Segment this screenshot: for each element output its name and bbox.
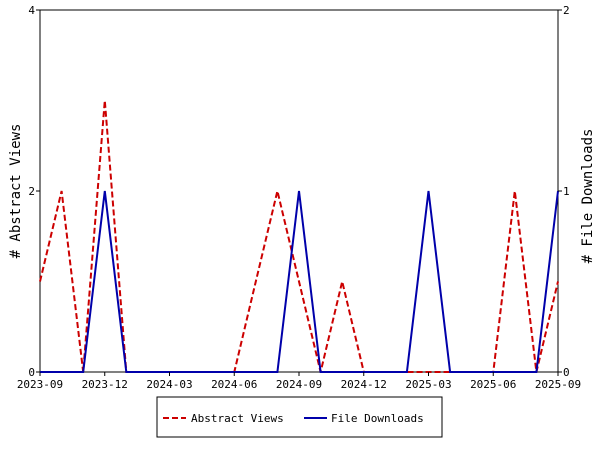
legend: Abstract Views File Downloads	[156, 396, 443, 438]
y-axis-right-label: # File Downloads	[580, 129, 596, 264]
x-axis: 2023-09 2023-12 2024-03 2024-06 2024-09 2024-…	[17, 372, 581, 391]
x-tick-label: 2024-09	[276, 378, 322, 391]
y-axis-left-label: # Abstract Views	[8, 124, 24, 259]
x-tick-label: 2023-09	[17, 378, 63, 391]
x-tick-label: 2024-03	[146, 378, 192, 391]
y-axis-left: 0 2 4	[28, 4, 40, 379]
x-tick-label: 2025-09	[535, 378, 581, 391]
legend-label-file-downloads: File Downloads	[331, 412, 424, 425]
x-tick-label: 2025-06	[470, 378, 516, 391]
y-left-tick-label: 4	[28, 4, 35, 17]
x-tick-label: 2025-03	[405, 378, 451, 391]
x-tick-label: 2024-12	[341, 378, 387, 391]
y-right-tick-label: 0	[563, 366, 570, 379]
series-layer	[39, 100, 559, 373]
legend-box	[156, 396, 443, 438]
series-line-abstract-views	[39, 100, 559, 373]
x-tick-label: 2023-12	[82, 378, 128, 391]
y-left-tick-label: 2	[28, 185, 35, 198]
x-tick-label: 2024-06	[211, 378, 257, 391]
y-right-tick-label: 2	[563, 4, 570, 17]
series-line-file-downloads	[40, 190, 559, 373]
y-right-tick-label: 1	[563, 185, 570, 198]
y-left-tick-label: 0	[28, 366, 35, 379]
y-axis-right: 0 1 2	[558, 4, 570, 379]
legend-label-abstract-views: Abstract Views	[191, 412, 284, 425]
